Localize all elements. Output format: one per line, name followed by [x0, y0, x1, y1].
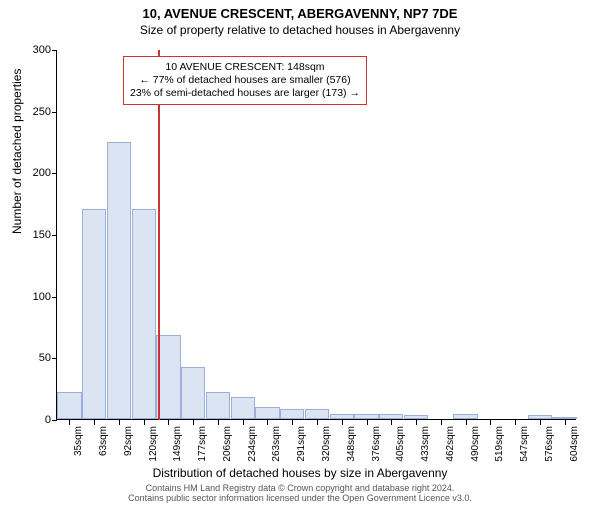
y-tick-mark — [52, 173, 57, 174]
x-tick-label: 405sqm — [395, 426, 406, 462]
x-tick-mark — [292, 420, 293, 425]
x-tick-label: 348sqm — [346, 426, 357, 462]
y-tick-label: 0 — [21, 414, 51, 426]
x-tick-mark — [317, 420, 318, 425]
histogram-bar — [305, 409, 329, 419]
histogram-bar — [453, 414, 477, 419]
x-tick-label: 604sqm — [569, 426, 580, 462]
y-tick-label: 200 — [21, 167, 51, 179]
x-tick-mark — [243, 420, 244, 425]
histogram-bar — [552, 417, 576, 419]
histogram-bar — [181, 367, 205, 419]
y-axis-label: Number of detached properties — [10, 69, 24, 234]
x-tick-mark — [144, 420, 145, 425]
y-tick-mark — [52, 112, 57, 113]
x-tick-mark — [416, 420, 417, 425]
x-tick-mark — [466, 420, 467, 425]
x-tick-label: 519sqm — [494, 426, 505, 462]
histogram-bar — [231, 397, 255, 419]
x-tick-mark — [168, 420, 169, 425]
x-tick-label: 376sqm — [371, 426, 382, 462]
x-tick-label: 35sqm — [73, 426, 84, 456]
x-tick-mark — [193, 420, 194, 425]
x-tick-label: 547sqm — [519, 426, 530, 462]
histogram-bar — [132, 209, 156, 419]
y-tick-label: 150 — [21, 229, 51, 241]
plot-region: 05010015020025030035sqm63sqm92sqm120sqm1… — [56, 50, 576, 420]
x-tick-mark — [565, 420, 566, 425]
annotation-line: ← 77% of detached houses are smaller (57… — [130, 74, 360, 87]
histogram-bar — [255, 407, 279, 419]
annotation-line: 23% of semi-detached houses are larger (… — [130, 87, 360, 100]
footer-attribution: Contains HM Land Registry data © Crown c… — [0, 484, 600, 504]
y-tick-label: 100 — [21, 291, 51, 303]
histogram-bar — [404, 415, 428, 419]
x-tick-mark — [367, 420, 368, 425]
y-tick-mark — [52, 235, 57, 236]
x-tick-mark — [119, 420, 120, 425]
x-tick-label: 63sqm — [98, 426, 109, 456]
x-tick-label: 320sqm — [321, 426, 332, 462]
y-tick-label: 300 — [21, 44, 51, 56]
x-tick-mark — [94, 420, 95, 425]
histogram-bar — [82, 209, 106, 419]
histogram-bar — [280, 409, 304, 419]
x-tick-label: 234sqm — [247, 426, 258, 462]
x-tick-mark — [540, 420, 541, 425]
y-tick-mark — [52, 297, 57, 298]
y-tick-mark — [52, 358, 57, 359]
x-tick-mark — [267, 420, 268, 425]
x-tick-label: 291sqm — [296, 426, 307, 462]
x-tick-mark — [342, 420, 343, 425]
x-tick-label: 177sqm — [197, 426, 208, 462]
x-axis-label: Distribution of detached houses by size … — [0, 466, 600, 480]
x-tick-label: 490sqm — [470, 426, 481, 462]
x-tick-mark — [391, 420, 392, 425]
histogram-bar — [528, 415, 552, 419]
x-tick-label: 462sqm — [445, 426, 456, 462]
annotation-line: 10 AVENUE CRESCENT: 148sqm — [130, 61, 360, 74]
y-tick-label: 50 — [21, 352, 51, 364]
x-tick-mark — [515, 420, 516, 425]
histogram-bar — [379, 414, 403, 419]
x-tick-mark — [218, 420, 219, 425]
x-tick-mark — [441, 420, 442, 425]
page-subtitle: Size of property relative to detached ho… — [0, 23, 600, 37]
chart-area: 05010015020025030035sqm63sqm92sqm120sqm1… — [56, 50, 576, 420]
histogram-bar — [330, 414, 354, 419]
y-tick-mark — [52, 50, 57, 51]
x-tick-mark — [69, 420, 70, 425]
histogram-bar — [57, 392, 81, 419]
x-tick-label: 120sqm — [148, 426, 159, 462]
page-title: 10, AVENUE CRESCENT, ABERGAVENNY, NP7 7D… — [0, 6, 600, 21]
x-tick-label: 576sqm — [544, 426, 555, 462]
x-tick-label: 149sqm — [172, 426, 183, 462]
y-tick-mark — [52, 420, 57, 421]
y-tick-label: 250 — [21, 106, 51, 118]
histogram-bar — [354, 414, 378, 419]
x-tick-label: 433sqm — [420, 426, 431, 462]
annotation-box: 10 AVENUE CRESCENT: 148sqm← 77% of detac… — [123, 56, 367, 105]
x-tick-mark — [490, 420, 491, 425]
x-tick-label: 92sqm — [123, 426, 134, 456]
histogram-bar — [107, 142, 131, 420]
footer-line-2: Contains public sector information licen… — [0, 494, 600, 504]
histogram-bar — [206, 392, 230, 419]
x-tick-label: 263sqm — [271, 426, 282, 462]
property-marker-line — [158, 50, 160, 420]
x-tick-label: 206sqm — [222, 426, 233, 462]
